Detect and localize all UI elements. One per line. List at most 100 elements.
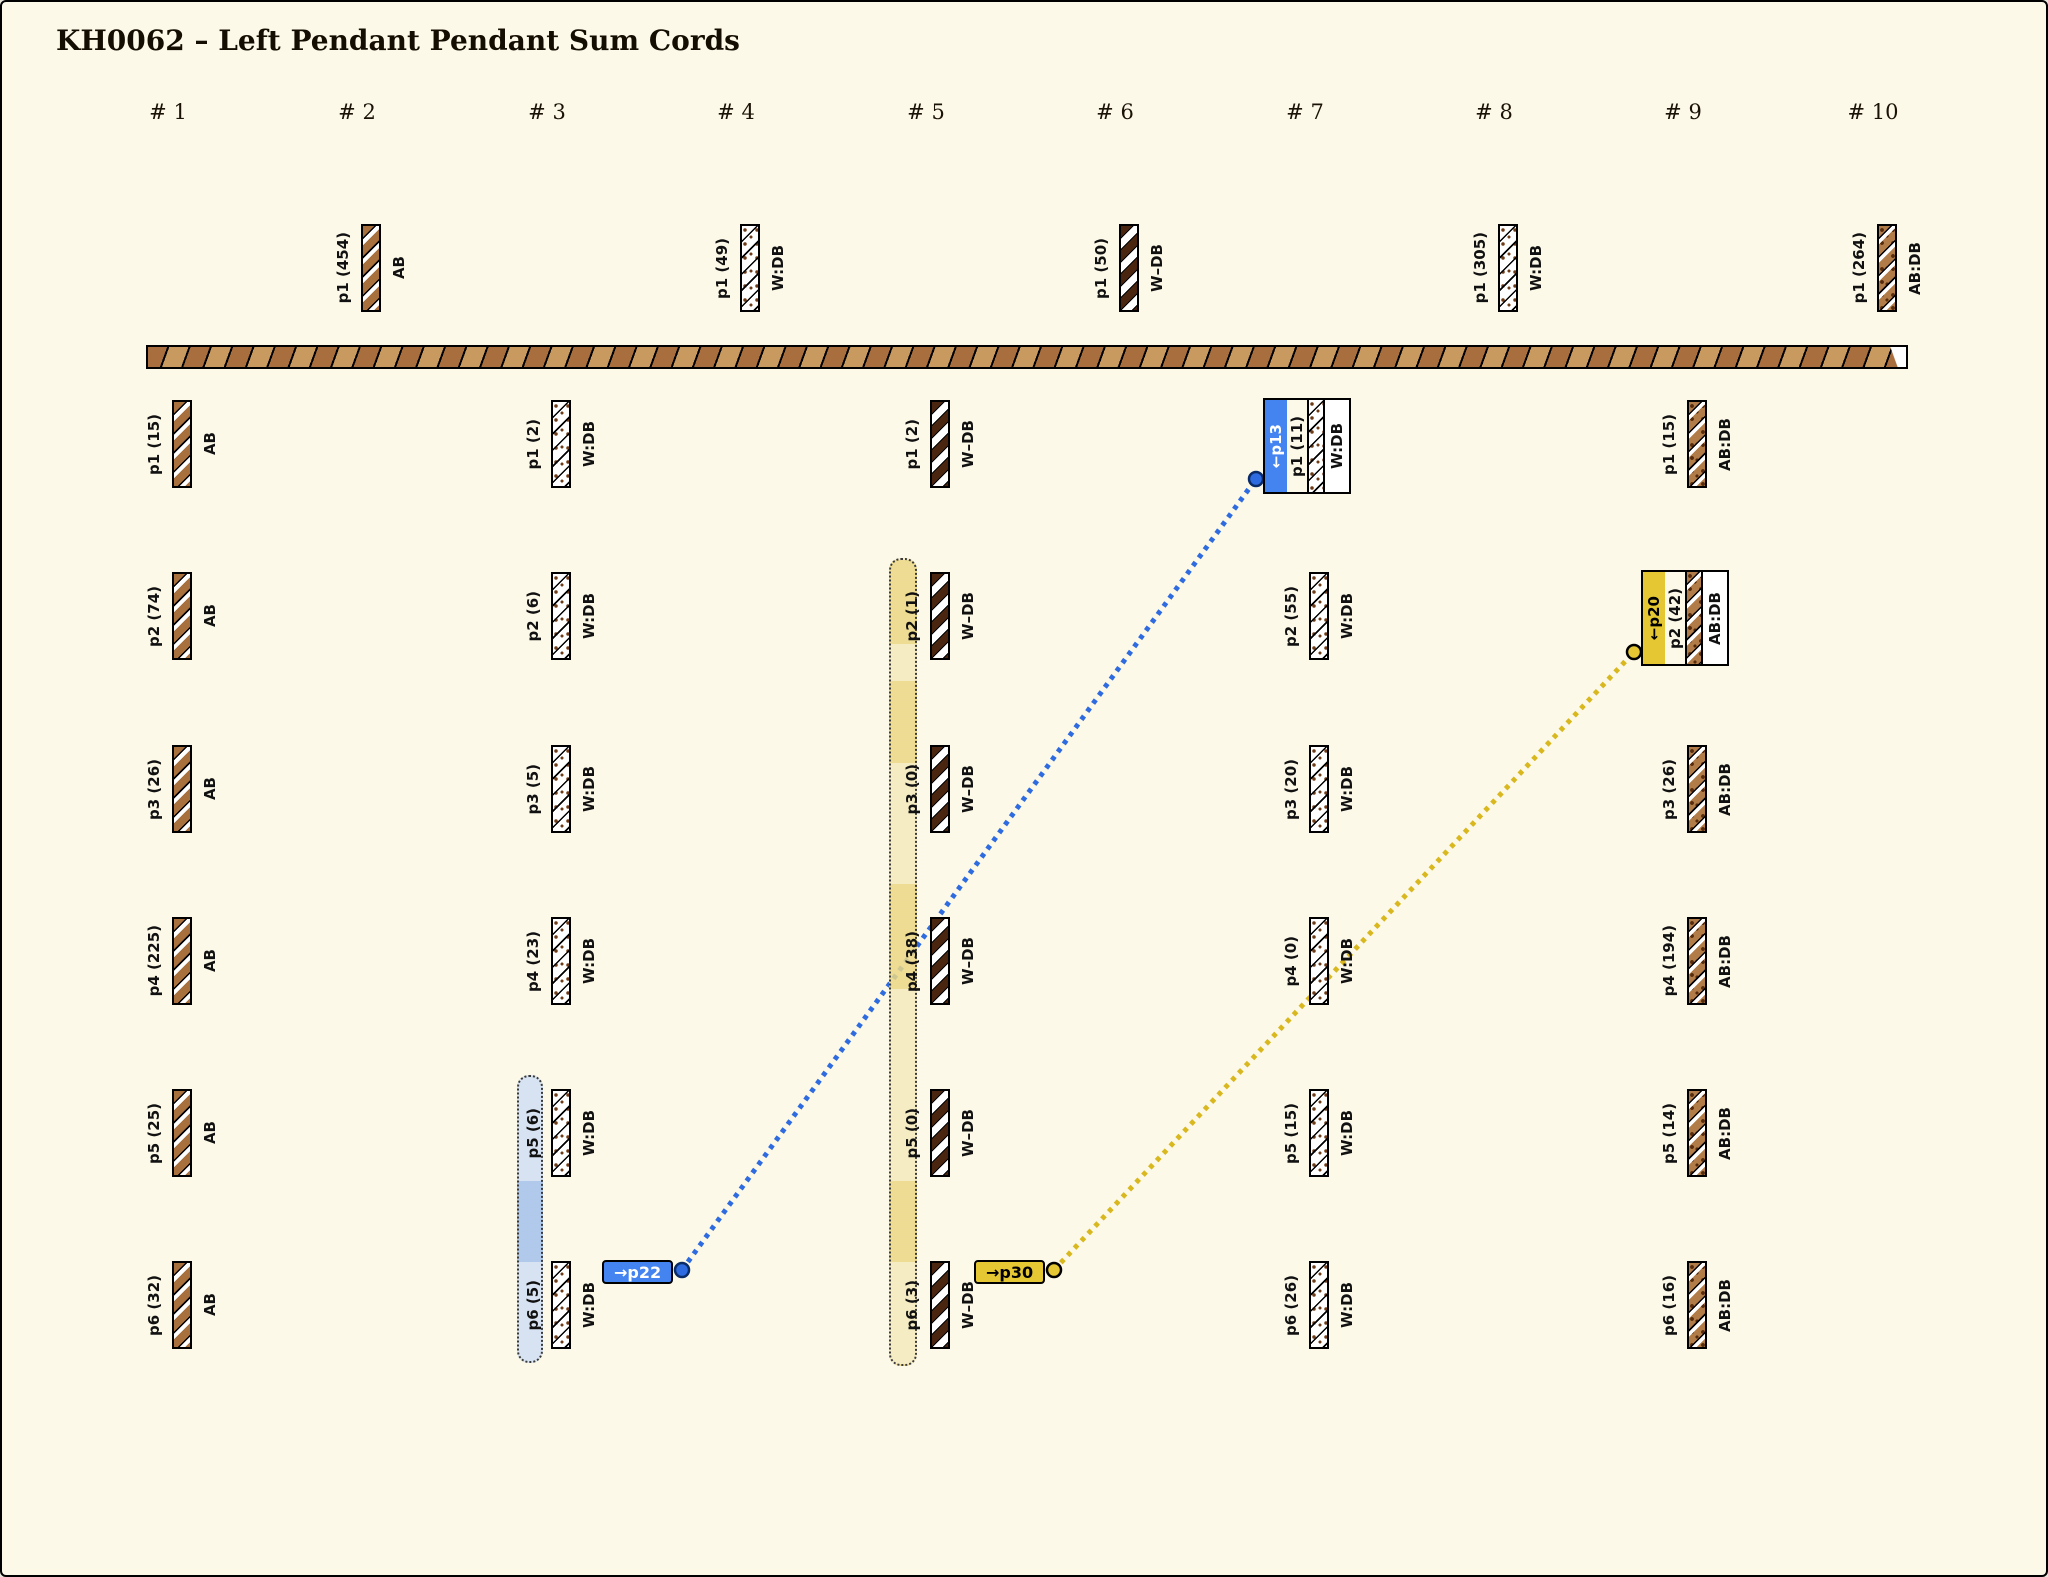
material-label-cell: W:DB [575, 917, 603, 1005]
material-label-cell: AB:DB [1711, 745, 1739, 833]
material-label: W:DB [1527, 245, 1545, 291]
cord [1309, 1261, 1329, 1349]
cord [172, 400, 192, 488]
pendant-cord: p6 (5) W:DB [505, 1261, 617, 1349]
material-label-cell: W–DB [954, 745, 982, 833]
material-label-cell: W:DB [1333, 1089, 1361, 1177]
pendant-cord: p3 (26) AB:DB [1641, 745, 1753, 833]
cord-label: p1 (305) [1471, 232, 1489, 304]
cord [930, 1089, 950, 1177]
material-label: W–DB [959, 1109, 977, 1157]
cord-label: p5 (25) [145, 1102, 163, 1164]
material-label-cell: W:DB [575, 572, 603, 660]
cord-label-cell: p2 (55) [1277, 572, 1305, 660]
cord [361, 224, 381, 312]
cord [551, 572, 571, 660]
pendant-cord: p2 (1) W–DB [884, 572, 996, 660]
cord-label-cell: p3 (5) [519, 745, 547, 833]
material-label-cell: AB:DB [1711, 400, 1739, 488]
material-label: AB [201, 777, 219, 801]
column-header: # 1 [149, 100, 187, 124]
material-label-cell: AB [196, 917, 224, 1005]
cord-label: p3 (26) [1660, 758, 1678, 820]
cord-label-cell: p5 (0) [898, 1089, 926, 1177]
pendant-cord: p4 (194) AB:DB [1641, 917, 1753, 1005]
material-label: W:DB [1338, 593, 1356, 639]
material-label-cell: W–DB [954, 1089, 982, 1177]
cord-label-cell: p3 (26) [1655, 745, 1683, 833]
cord-label-cell: p1 (11) [1287, 400, 1307, 492]
cord-label-cell: p1 (2) [898, 400, 926, 488]
cord [1307, 400, 1325, 492]
cord-label: p5 (14) [1660, 1102, 1678, 1164]
cord-label-cell: p6 (5) [519, 1261, 547, 1349]
cord-label-cell: p1 (15) [140, 400, 168, 488]
material-label-cell: W:DB [575, 1261, 603, 1349]
cord-label: p2 (74) [145, 585, 163, 647]
material-label: W:DB [1338, 1282, 1356, 1328]
cord [1877, 224, 1897, 312]
material-label: W–DB [959, 420, 977, 468]
material-label-cell: W–DB [954, 572, 982, 660]
cord-label-cell: p4 (23) [519, 917, 547, 1005]
cord-label: p1 (15) [145, 413, 163, 475]
material-label: W:DB [1338, 1110, 1356, 1156]
cord-label-cell: p2 (1) [898, 572, 926, 660]
pendant-cord: p4 (23) W:DB [505, 917, 617, 1005]
material-label: W:DB [1338, 938, 1356, 984]
pendant-cord: p5 (0) W–DB [884, 1089, 996, 1177]
cord [172, 1089, 192, 1177]
pendant-cord: p3 (20) W:DB [1263, 745, 1375, 833]
material-label: W–DB [959, 765, 977, 813]
cord-label: p1 (2) [903, 418, 921, 470]
cord-label-cell: p6 (26) [1277, 1261, 1305, 1349]
material-label: W:DB [580, 766, 598, 812]
cord-label: p2 (42) [1666, 587, 1684, 649]
cord [551, 1089, 571, 1177]
cord [1309, 917, 1329, 1005]
cord [551, 400, 571, 488]
pendant-cord: p6 (16) AB:DB [1641, 1261, 1753, 1349]
material-label: AB:DB [1906, 241, 1924, 295]
cord-label-cell: p5 (25) [140, 1089, 168, 1177]
material-label-cell: W:DB [1333, 745, 1361, 833]
material-label: W:DB [769, 245, 787, 291]
primary-cord-bar [146, 345, 1908, 369]
pendant-tag-label: ←p20 [1645, 595, 1663, 641]
cord-label: p2 (55) [1282, 585, 1300, 647]
material-label-cell: AB [385, 224, 413, 312]
cord-label: p3 (26) [145, 758, 163, 820]
pendant-cord: p6 (32) AB [126, 1261, 238, 1349]
cord-label-cell: p1 (454) [329, 224, 357, 312]
pendant-cord: p4 (38) W–DB [884, 917, 996, 1005]
pendant-cord: p4 (0) W:DB [1263, 917, 1375, 1005]
cord-label-cell: p1 (15) [1655, 400, 1683, 488]
cord [551, 745, 571, 833]
material-label-cell: W:DB [764, 224, 792, 312]
top-cord: p1 (49) W:DB [694, 224, 806, 312]
cord-label-cell: p3 (20) [1277, 745, 1305, 833]
material-label: AB:DB [1716, 762, 1734, 816]
cord-label: p4 (194) [1660, 925, 1678, 997]
cord [930, 400, 950, 488]
cord-label: p6 (16) [1660, 1274, 1678, 1336]
cord [930, 745, 950, 833]
material-label: AB [201, 432, 219, 456]
material-label-cell: W–DB [1143, 224, 1171, 312]
material-label: W–DB [959, 1281, 977, 1329]
material-label-cell: W:DB [575, 1089, 603, 1177]
cord [1309, 1089, 1329, 1177]
cord [1685, 572, 1703, 664]
material-label: AB:DB [1716, 1106, 1734, 1160]
cord-label-cell: p6 (3) [898, 1261, 926, 1349]
cord [930, 1261, 950, 1349]
material-label: W:DB [580, 593, 598, 639]
cord-label-cell: p2 (42) [1665, 572, 1685, 664]
pendant-cord: p5 (25) AB [126, 1089, 238, 1177]
material-label: W:DB [580, 421, 598, 467]
material-label: AB:DB [1716, 417, 1734, 471]
material-label: AB [390, 256, 408, 280]
material-label-cell: AB [196, 1261, 224, 1349]
cord-label: p2 (6) [524, 590, 542, 642]
